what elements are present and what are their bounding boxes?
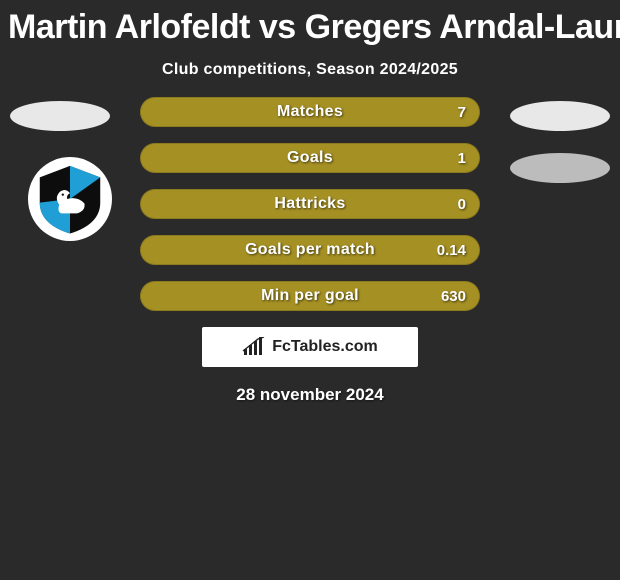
content-area: Matches 7 Goals 1 Hattricks 0 Goals per … xyxy=(0,97,620,423)
player2-club-placeholder-ellipse xyxy=(510,153,610,183)
stat-value: 0 xyxy=(458,189,466,219)
player1-club-logo xyxy=(28,157,112,241)
stat-row: Hattricks 0 xyxy=(140,189,480,219)
player2-placeholder-ellipse xyxy=(510,101,610,131)
stat-label: Hattricks xyxy=(140,189,480,219)
bar-chart-icon xyxy=(242,337,266,357)
shield-swan-icon xyxy=(34,163,106,235)
player1-placeholder-ellipse xyxy=(10,101,110,131)
stat-row: Goals per match 0.14 xyxy=(140,235,480,265)
watermark: FcTables.com xyxy=(202,327,418,367)
infographic-root: Martin Arlofeldt vs Gregers Arndal-Lauri… xyxy=(0,0,620,423)
stat-label: Goals xyxy=(140,143,480,173)
date-text: 28 november 2024 xyxy=(0,367,620,423)
stat-value: 0.14 xyxy=(437,235,466,265)
stat-rows: Matches 7 Goals 1 Hattricks 0 Goals per … xyxy=(140,97,480,311)
subtitle: Club competitions, Season 2024/2025 xyxy=(0,51,620,97)
watermark-text: FcTables.com xyxy=(272,338,378,356)
stat-row: Min per goal 630 xyxy=(140,281,480,311)
page-title: Martin Arlofeldt vs Gregers Arndal-Lauri… xyxy=(0,0,620,51)
stat-value: 7 xyxy=(458,97,466,127)
stat-value: 1 xyxy=(458,143,466,173)
stat-label: Matches xyxy=(140,97,480,127)
stat-row: Matches 7 xyxy=(140,97,480,127)
stat-label: Goals per match xyxy=(140,235,480,265)
stat-label: Min per goal xyxy=(140,281,480,311)
stat-row: Goals 1 xyxy=(140,143,480,173)
stat-value: 630 xyxy=(441,281,466,311)
